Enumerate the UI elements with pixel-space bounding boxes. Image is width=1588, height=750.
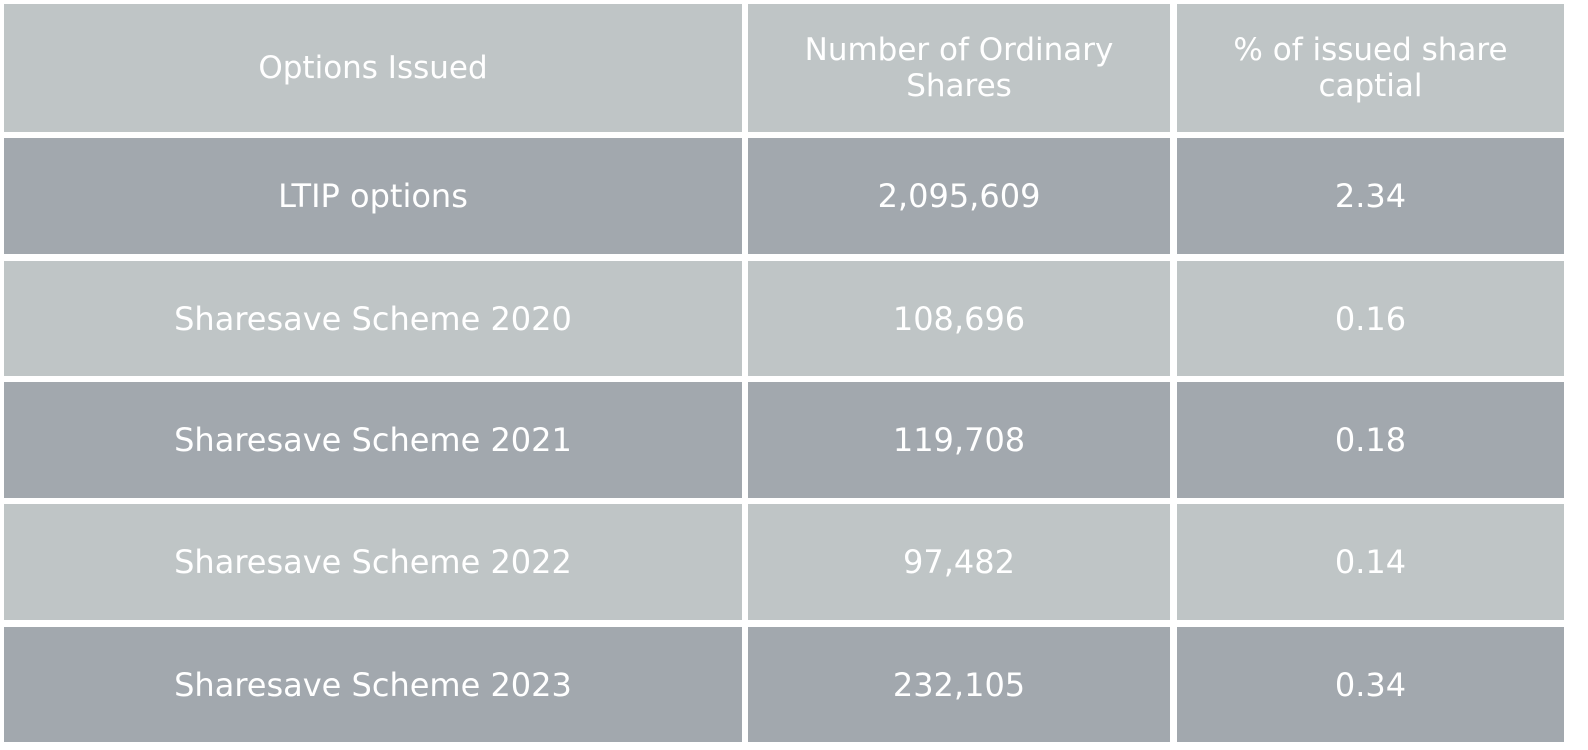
ordinary-shares-cell: 97,482: [748, 504, 1170, 620]
header-number-of-ordinary-shares: Number of Ordinary Shares: [748, 4, 1170, 132]
option-name-cell: Sharesave Scheme 2020: [4, 261, 742, 376]
option-name-cell: LTIP options: [4, 138, 742, 254]
issued-share-capital-cell: 0.14: [1177, 504, 1564, 620]
issued-share-capital-cell: 2.34: [1177, 138, 1564, 254]
issued-share-capital-cell: 0.18: [1177, 382, 1564, 498]
option-name-cell: Sharesave Scheme 2022: [4, 504, 742, 620]
option-name-cell: Sharesave Scheme 2021: [4, 382, 742, 498]
header-options-issued: Options Issued: [4, 4, 742, 132]
ordinary-shares-cell: 108,696: [748, 261, 1170, 376]
ordinary-shares-cell: 119,708: [748, 382, 1170, 498]
issued-share-capital-cell: 0.16: [1177, 261, 1564, 376]
issued-share-capital-cell: 0.34: [1177, 627, 1564, 742]
header-percent-issued-share-capital: % of issued share captial: [1177, 4, 1564, 132]
ordinary-shares-cell: 232,105: [748, 627, 1170, 742]
ordinary-shares-cell: 2,095,609: [748, 138, 1170, 254]
option-name-cell: Sharesave Scheme 2023: [4, 627, 742, 742]
